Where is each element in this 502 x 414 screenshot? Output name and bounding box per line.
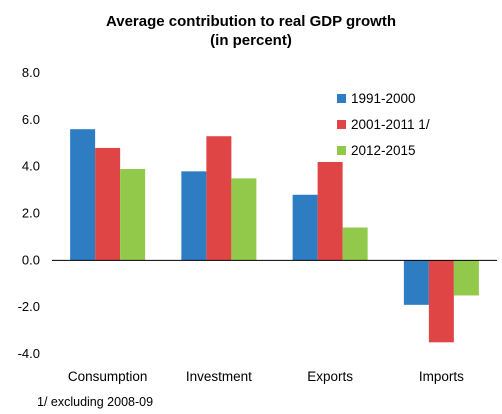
bar-imports-2001-2011-1 (428, 260, 454, 343)
legend-swatch (337, 120, 346, 129)
y-tick-label: 8.0 (22, 65, 40, 80)
legend-label: 2012-2015 (351, 143, 416, 158)
bar-investment-2012-2015 (231, 178, 257, 261)
bar-exports-2012-2015 (342, 227, 368, 261)
y-axis-ticks: 8.0 6.0 4.0 2.0 0.0 -2.0 -4.0 (18, 65, 40, 361)
category-labels: Consumption Investment Exports Imports (68, 369, 464, 384)
category-label-investment: Investment (186, 369, 252, 384)
bar-consumption-2012-2015 (120, 169, 146, 261)
y-tick-label: 6.0 (22, 112, 40, 127)
bar-investment-1991-2000 (181, 171, 207, 261)
chart-title: Average contribution to real GDP growth (106, 13, 396, 30)
legend-swatch (337, 146, 346, 155)
legend-label: 1991-2000 (351, 91, 416, 106)
category-label-exports: Exports (307, 369, 353, 384)
legend: 1991-2000 2001-2011 1/2012-2015 (337, 91, 430, 158)
chart-subtitle: (in percent) (210, 32, 292, 49)
bar-exports-2001-2011-1 (317, 161, 343, 261)
legend-swatch (337, 94, 346, 103)
bar-consumption-2001-2011-1 (95, 147, 121, 261)
y-tick-label: 2.0 (22, 206, 40, 221)
category-label-imports: Imports (419, 369, 464, 384)
y-tick-label: 4.0 (22, 159, 40, 174)
footnote: 1/ excluding 2008-09 (37, 395, 153, 409)
bar-consumption-1991-2000 (70, 129, 96, 261)
y-tick-label: 0.0 (22, 252, 40, 267)
bar-imports-1991-2000 (403, 260, 429, 305)
bar-exports-1991-2000 (292, 194, 318, 261)
bar-imports-2012-2015 (453, 260, 479, 296)
y-tick-label: -2.0 (18, 299, 40, 314)
y-tick-label: -4.0 (18, 346, 40, 361)
bar-investment-2001-2011-1 (206, 136, 232, 261)
category-label-consumption: Consumption (68, 369, 148, 384)
legend-label: 2001-2011 1/ (351, 117, 430, 132)
bars-group (70, 129, 479, 343)
